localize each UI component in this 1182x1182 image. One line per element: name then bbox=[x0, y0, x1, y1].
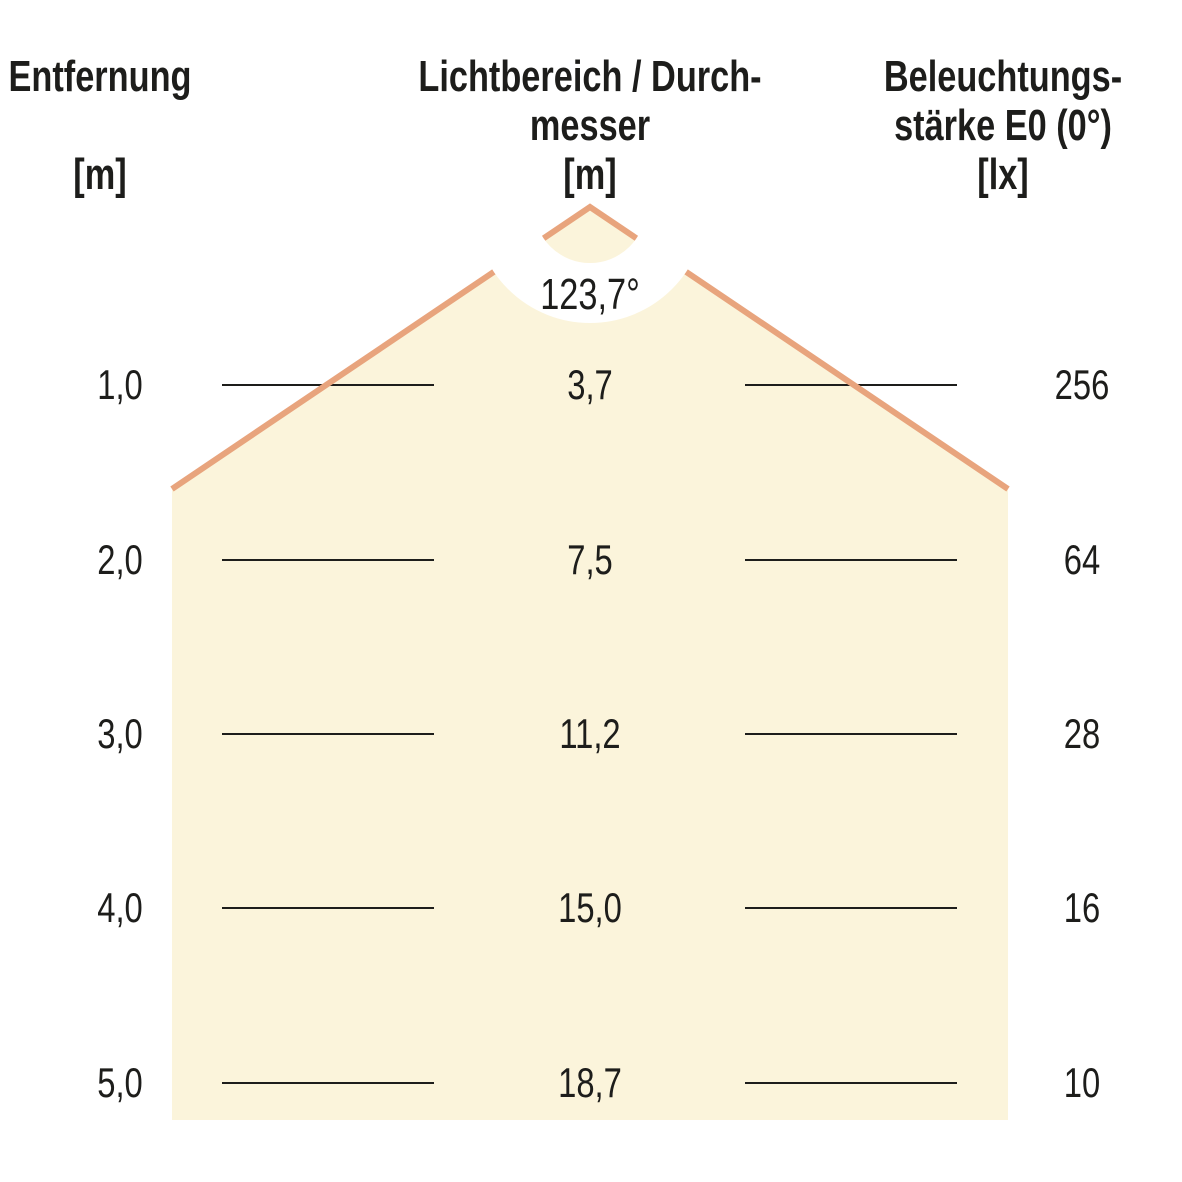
header-diameter-line2: messer bbox=[529, 101, 651, 150]
row4-diameter-value: 15,0 bbox=[558, 884, 622, 931]
row4-distance-value: 4,0 bbox=[97, 884, 143, 931]
beam-angle-gap-ring bbox=[474, 91, 706, 323]
header-distance-line1: Entfernung bbox=[8, 52, 192, 101]
row4-illuminance-value: 16 bbox=[1063, 884, 1101, 931]
row1-distance-value: 1,0 bbox=[97, 361, 143, 408]
header-distance-line2 bbox=[0, 101, 318, 150]
header-illuminance-line2: stärke E0 (0°) bbox=[894, 101, 1112, 150]
row2-diameter-value: 7,5 bbox=[567, 536, 613, 583]
row2-illuminance-value: 64 bbox=[1063, 536, 1101, 583]
header-diameter-unit: [m] bbox=[563, 150, 617, 199]
cone-fill-shape bbox=[172, 207, 1008, 1120]
row3-illuminance-value: 28 bbox=[1063, 710, 1101, 757]
row5-distance-value: 5,0 bbox=[97, 1059, 143, 1106]
header-illuminance-unit: [lx] bbox=[977, 150, 1029, 199]
header-diameter-line1: Lichtbereich / Durch- bbox=[418, 52, 762, 101]
row2-distance-value: 2,0 bbox=[97, 536, 143, 583]
row1-diameter-value: 3,7 bbox=[567, 361, 613, 408]
row3-diameter-value: 11,2 bbox=[559, 710, 621, 757]
row5-illuminance-value: 10 bbox=[1063, 1059, 1101, 1106]
row3-distance-value: 3,0 bbox=[97, 710, 143, 757]
row1-illuminance-value: 256 bbox=[1054, 361, 1110, 408]
row5-diameter-value: 18,7 bbox=[558, 1059, 622, 1106]
cone-edge-line bbox=[170, 203, 1010, 492]
header-illuminance-line1: Beleuchtungs- bbox=[883, 52, 1123, 101]
beam-angle-label: 123,7° bbox=[540, 270, 640, 319]
header-distance-unit: [m] bbox=[73, 150, 127, 199]
